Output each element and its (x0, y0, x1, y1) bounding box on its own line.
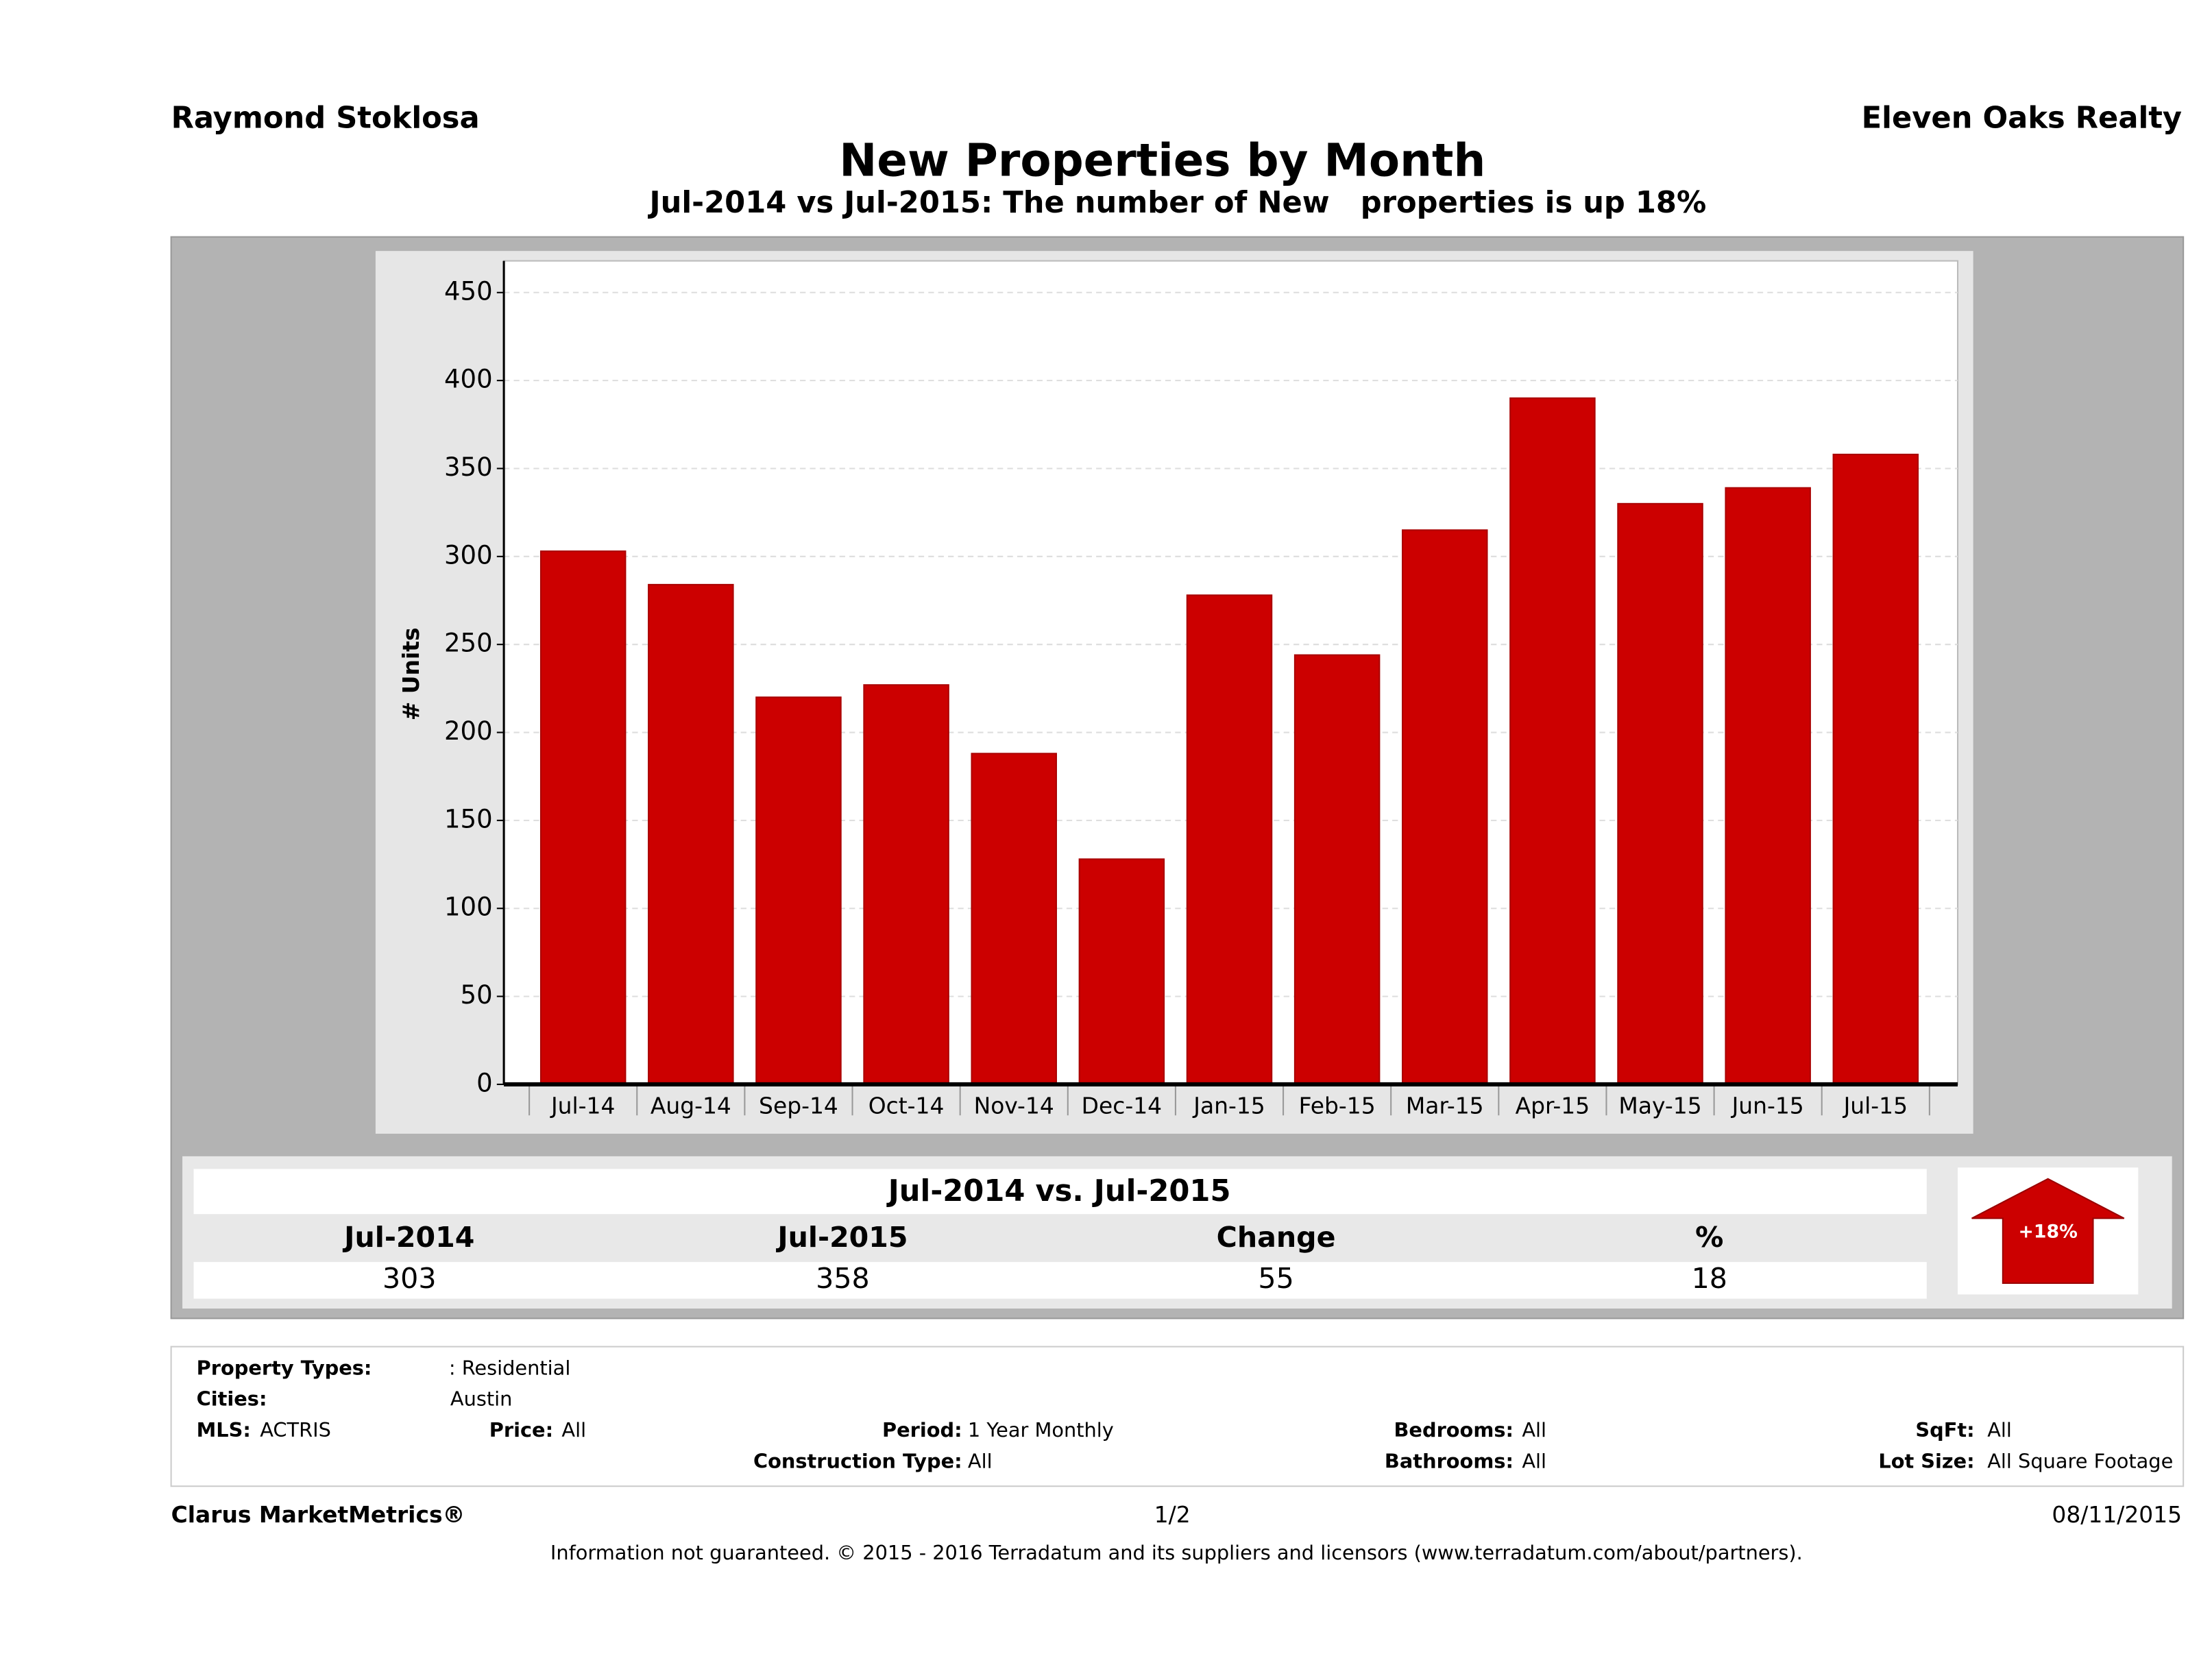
summary-value: 55 (1258, 1262, 1293, 1295)
filter-label: SqFt: (1915, 1418, 1974, 1442)
bar (1186, 594, 1273, 1085)
x-tick-label: Jan-15 (1192, 1092, 1265, 1119)
filter-value: All (1522, 1449, 1546, 1472)
x-tick-label: Nov-14 (974, 1092, 1054, 1119)
up-arrow (1971, 1178, 2125, 1285)
y-tick-label: 150 (444, 804, 493, 834)
x-tick-label: Apr-15 (1516, 1092, 1590, 1119)
summary-value-row (193, 1262, 1927, 1299)
filter-value: All (1522, 1418, 1546, 1442)
x-tick-label: Jul-14 (550, 1092, 615, 1119)
bar (863, 684, 949, 1085)
y-axis-label: # Units (398, 627, 424, 720)
bar (1078, 858, 1165, 1085)
filter-label: MLS: (197, 1418, 251, 1442)
filter-label: Bathrooms: (1385, 1449, 1514, 1472)
agent-name: Raymond Stoklosa (171, 101, 480, 135)
filters-box (170, 1346, 2185, 1487)
summary-title: Jul-2014 vs. Jul-2015 (886, 1174, 1231, 1208)
x-tick-label: Sep-14 (759, 1092, 838, 1119)
filter-label: Bedrooms: (1394, 1418, 1514, 1442)
bar (1402, 529, 1488, 1085)
y-tick-label: 350 (444, 452, 493, 482)
filter-value: : Residential (449, 1356, 570, 1379)
bar (971, 753, 1057, 1085)
summary-column-header: Jul-2014 (342, 1221, 474, 1254)
x-tick-label: Jun-15 (1731, 1092, 1804, 1119)
change-badge: +18% (2018, 1221, 2077, 1242)
filter-value: All (561, 1418, 586, 1442)
bar (1725, 487, 1811, 1085)
bar (1832, 453, 1919, 1085)
bar (1509, 397, 1596, 1085)
summary-value: 358 (816, 1262, 870, 1295)
bar (539, 550, 627, 1085)
x-tick-label: Aug-14 (651, 1092, 731, 1119)
chart-subtitle: Jul-2014 vs Jul-2015: The number of New … (648, 186, 1707, 220)
disclaimer: Information not guaranteed. © 2015 - 201… (550, 1541, 1803, 1564)
bar (755, 696, 842, 1085)
y-tick-label: 100 (444, 892, 493, 922)
page-number: 1/2 (1154, 1501, 1191, 1528)
summary-value: 18 (1692, 1262, 1727, 1295)
y-tick-label: 400 (444, 365, 493, 394)
bar (1293, 654, 1381, 1085)
summary-column-header: % (1695, 1221, 1723, 1254)
filter-value: 1 Year Monthly (968, 1418, 1114, 1442)
x-tick-label: Feb-15 (1299, 1092, 1376, 1119)
y-tick-label: 200 (444, 716, 493, 746)
filter-value: Austin (450, 1387, 512, 1411)
summary-column-header: Jul-2015 (775, 1221, 908, 1254)
report-date: 08/11/2015 (2052, 1501, 2182, 1528)
x-tick-label: Dec-14 (1082, 1092, 1162, 1119)
filter-value: ACTRIS (260, 1418, 331, 1442)
y-tick-label: 0 (476, 1068, 493, 1097)
y-tick-label: 300 (444, 540, 493, 570)
filter-label: Lot Size: (1878, 1449, 1974, 1472)
filter-value: All Square Footage (1987, 1449, 2173, 1472)
filter-label: Construction Type: (753, 1449, 962, 1472)
summary-title-row (193, 1169, 1927, 1215)
x-tick-label: Jul-15 (1843, 1092, 1908, 1119)
chart-title: New Properties by Month (839, 134, 1485, 187)
summary-column-header: Change (1217, 1221, 1336, 1254)
x-tick-label: Oct-14 (868, 1092, 945, 1119)
y-tick-label: 50 (461, 980, 493, 1010)
filter-label: Price: (489, 1418, 553, 1442)
x-tick-label: May-15 (1618, 1092, 1701, 1119)
summary-value: 303 (382, 1262, 437, 1295)
brokerage-name: Eleven Oaks Realty (1862, 101, 2182, 135)
bar (648, 583, 734, 1085)
filter-label: Cities: (197, 1387, 267, 1411)
filter-value: All (1987, 1418, 2012, 1442)
footer-brand: Clarus MarketMetrics® (171, 1501, 465, 1528)
bar (1617, 502, 1703, 1085)
x-tick-label: Mar-15 (1406, 1092, 1484, 1119)
filter-value: All (968, 1449, 993, 1472)
filter-label: Period: (882, 1418, 962, 1442)
y-tick-label: 250 (444, 629, 493, 658)
filter-label: Property Types: (197, 1356, 372, 1379)
y-tick-label: 450 (444, 276, 493, 306)
